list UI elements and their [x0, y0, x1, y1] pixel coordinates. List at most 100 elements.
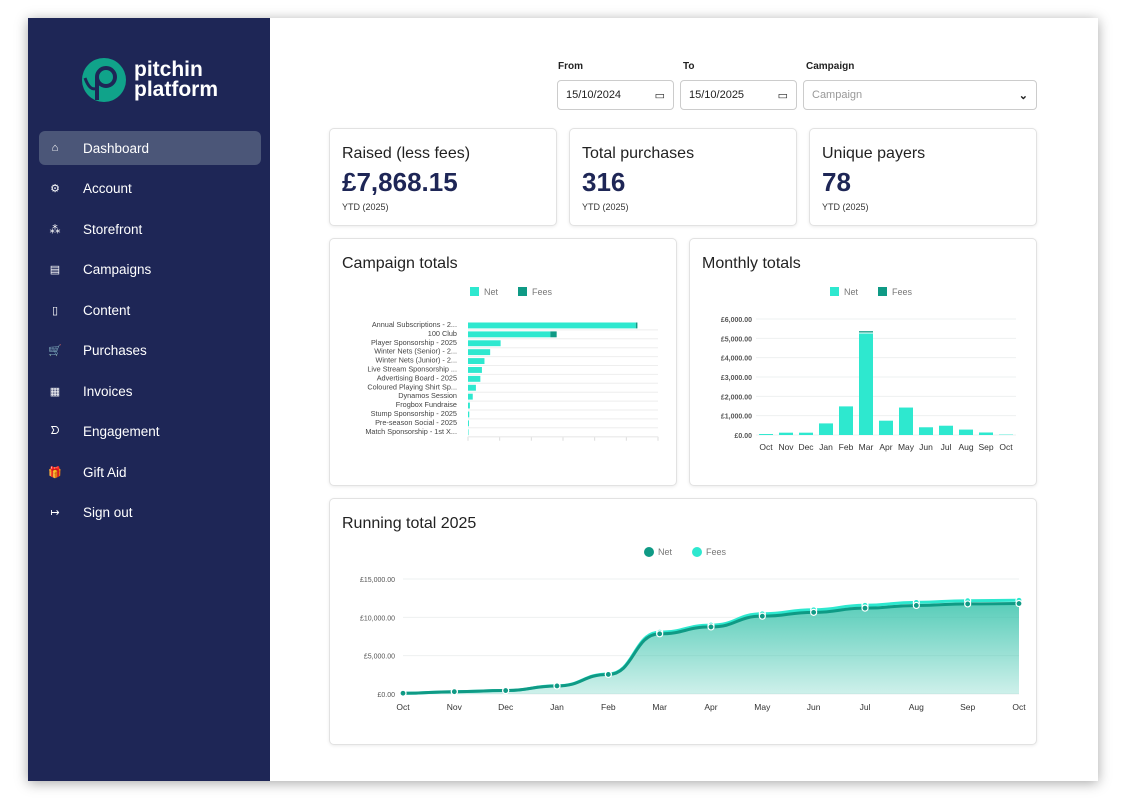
x-tick-label: Jun [919, 442, 933, 452]
bar-net [939, 425, 953, 435]
x-tick-label: Sep [960, 702, 975, 712]
sidebar-item-campaigns[interactable]: ▤ Campaigns [39, 253, 261, 287]
category-label: Match Sponsorship - 1st X... [365, 427, 457, 436]
sitemap-icon: ⁂ [49, 223, 61, 236]
y-tick-label: £2,000.00 [721, 394, 752, 401]
calendar-icon[interactable]: ▭ [654, 89, 665, 102]
sidebar-item-label: Gift Aid [83, 464, 127, 480]
logo[interactable]: pitchin platform [82, 58, 218, 102]
legend-swatch [644, 547, 654, 557]
sidebar-item-gift-aid[interactable]: 🎁 Gift Aid [39, 455, 261, 489]
legend-label: Net [844, 287, 859, 297]
category-label: 100 Club [428, 329, 457, 338]
y-tick-label: £0.00 [734, 433, 752, 440]
chart-title: Campaign totals [342, 255, 458, 272]
net-area [403, 603, 1019, 694]
sidebar-item-label: Sign out [83, 505, 133, 520]
legend-label: Fees [706, 547, 727, 557]
category-label: Dynamos Session [398, 391, 457, 400]
home-icon: ⌂ [51, 142, 59, 154]
category-label: Annual Subscriptions - 2... [372, 320, 457, 329]
stat-sub: YTD (2025) [582, 202, 629, 212]
category-label: Advertising Board - 2025 [377, 373, 457, 382]
net-point [861, 604, 869, 612]
x-tick-label: Jan [819, 442, 833, 452]
sidebar-item-sign-out[interactable]: ↦ Sign out [39, 496, 261, 530]
sidebar-item-engagement[interactable]: ᗤ Engagement [39, 415, 261, 449]
bar-net [468, 340, 501, 347]
sidebar-item-content[interactable]: ▯ Content [39, 293, 261, 327]
x-tick-label: Nov [778, 442, 794, 452]
net-point [810, 608, 818, 616]
sidebar-nav: ⌂ Dashboard ⚙ Account ⁂ Storefront ▤ Campaigns ▯… [39, 131, 261, 536]
x-tick-label: Mar [859, 442, 874, 452]
app-window: pitchin platform ⌂ Dashboard ⚙ Account ⁂ Store… [28, 18, 1098, 781]
y-tick-label: £1,000.00 [721, 414, 752, 421]
engagement-icon: ᗤ [50, 425, 60, 437]
gift-icon: 🎁 [48, 466, 62, 479]
bar-net [468, 367, 482, 373]
net-point [912, 601, 920, 610]
x-tick-label: Oct [759, 442, 773, 452]
bar-net [959, 429, 973, 435]
sidebar-item-storefront[interactable]: ⁂ Storefront [39, 212, 261, 246]
y-tick-label: £15,000.00 [360, 577, 395, 584]
x-tick-label: May [754, 702, 771, 712]
monthly-totals-chart: Net Fees £0.00 £1,000.00 £2,000.00 £3,000.00 £… [721, 287, 1016, 452]
stat-card-raised: Raised (less fees) £7,868.15 YTD (2025) [329, 128, 557, 226]
sidebar-item-label: Purchases [83, 343, 147, 358]
bar-net [468, 384, 476, 391]
campaign-select[interactable]: Campaign ⌄ [803, 80, 1037, 110]
brand-line1: pitchin [134, 58, 203, 81]
bar-net [468, 429, 469, 436]
monthly-totals-card: Monthly totals Net Fees £0.00 £1,000.00 £2,0… [689, 238, 1037, 486]
pitchin-logo-icon [82, 58, 126, 102]
x-tick-label: Nov [447, 702, 463, 712]
sidebar-item-label: Content [83, 302, 131, 318]
sidebar-item-invoices[interactable]: ▦ Invoices [39, 374, 261, 408]
y-tick-label: £0.00 [377, 692, 395, 699]
bar-fees [550, 331, 557, 338]
legend-swatch [692, 547, 702, 557]
net-point [964, 600, 972, 608]
x-tick-label: Dec [498, 702, 514, 712]
net-point [656, 630, 664, 638]
bar-net [468, 375, 481, 382]
y-tick-label: £5,000.00 [364, 654, 395, 661]
x-tick-label: Jul [941, 442, 952, 452]
x-tick-label: Apr [879, 442, 892, 452]
campaign-placeholder: Campaign [812, 89, 863, 101]
net-point [758, 612, 766, 620]
legend-label: Fees [892, 287, 913, 297]
from-label: From [558, 61, 583, 72]
y-tick-label: £3,000.00 [721, 375, 752, 382]
bar-net [859, 333, 873, 435]
chevron-down-icon: ⌄ [1018, 89, 1028, 102]
sidebar-item-purchases[interactable]: 🛒 Purchases [39, 334, 261, 368]
y-tick-label: £4,000.00 [721, 356, 752, 363]
x-tick-label: Apr [704, 702, 717, 712]
legend-swatch [878, 287, 887, 296]
to-date-input[interactable]: 15/10/2025 ▭ [680, 80, 797, 110]
from-date-input[interactable]: 15/10/2024 ▭ [557, 80, 674, 110]
bar-fees [635, 322, 638, 329]
stat-value: 78 [822, 167, 851, 197]
net-point [399, 689, 407, 697]
bar-net [468, 358, 485, 364]
net-point [553, 682, 561, 690]
running-total-card: Running total 2025 Net Fees £0.00 £5,000.00… [329, 498, 1037, 745]
sidebar-item-account[interactable]: ⚙ Account [39, 172, 261, 206]
sidebar-item-dashboard[interactable]: ⌂ Dashboard [39, 131, 261, 165]
category-label: Coloured Playing Shirt Sp... [367, 382, 457, 391]
sidebar-item-label: Engagement [83, 424, 160, 439]
x-tick-label: Oct [1012, 702, 1026, 712]
bar-net [468, 420, 469, 427]
category-label: Winter Nets (Senior) - 2... [374, 347, 457, 356]
y-tick-label: £5,000.00 [721, 336, 752, 343]
stat-value: £7,868.15 [342, 167, 458, 197]
legend-swatch [470, 287, 479, 296]
bar-net [899, 407, 913, 435]
calendar-icon[interactable]: ▭ [777, 89, 788, 102]
bar-net [468, 349, 491, 356]
stat-card-payers: Unique payers 78 YTD (2025) [809, 128, 1037, 226]
